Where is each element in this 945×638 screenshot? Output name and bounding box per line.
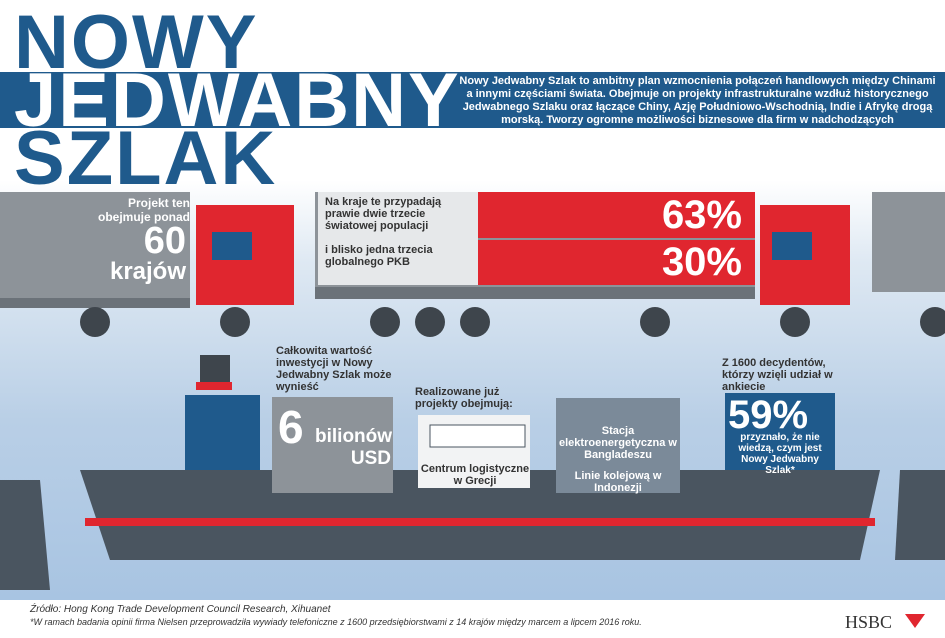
survey-text: Z 1600 decydentów, którzy wzięli udział … [722, 357, 833, 393]
project-item: Linie kolejową w Indonezji [574, 470, 662, 494]
projects-heading: Realizowane już projekty obejmują: [415, 386, 513, 410]
title-line: SZLAK [14, 116, 278, 201]
gdp-text: i blisko jedna trzecia globalnego PKB [325, 244, 433, 268]
gdp-number: 30% [661, 240, 742, 284]
population-text: Na kraje te przypadają prawie dwie trzec… [325, 196, 442, 232]
intro: Nowy Jedwabny Szlak to ambitny plan wzmo… [459, 75, 936, 139]
countries-number: 60 [143, 220, 186, 262]
project-item: Centrum logistyczne w Grecji [420, 463, 530, 487]
source: Źródło: Hong Kong Trade Development Coun… [30, 604, 331, 615]
title-line: NOWY [14, 0, 259, 85]
countries-text: Projekt ten obejmuje ponad [97, 196, 190, 224]
investment-text: Całkowita wartość inwestycji w Nowy Jedw… [276, 345, 392, 393]
project-item: Stacja elektroenergetyczna w Bangladeszu [559, 425, 677, 461]
population-number: 63% [661, 193, 742, 237]
survey-detail: przyznało, że nie wiedzą, czym jest Nowy… [738, 432, 822, 476]
title-line: JEDWABNY [14, 58, 461, 143]
countries-unit: krajów [109, 258, 186, 285]
investment-unit: bilionów USD [315, 426, 393, 469]
survey-number: 59% [728, 393, 809, 437]
footnote: *W ramach badania opinii firma Nielsen p… [30, 617, 642, 627]
investment-number: 6 [278, 401, 304, 453]
brand: HSBC [845, 612, 893, 632]
